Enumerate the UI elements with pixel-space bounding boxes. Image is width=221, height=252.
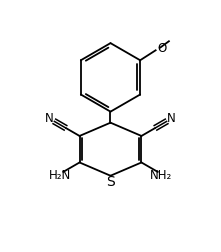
Text: NH₂: NH₂: [149, 169, 172, 182]
Text: H₂N: H₂N: [49, 169, 72, 182]
Text: N: N: [167, 112, 176, 125]
Text: O: O: [157, 43, 167, 55]
Text: N: N: [45, 112, 54, 125]
Text: S: S: [106, 175, 115, 189]
